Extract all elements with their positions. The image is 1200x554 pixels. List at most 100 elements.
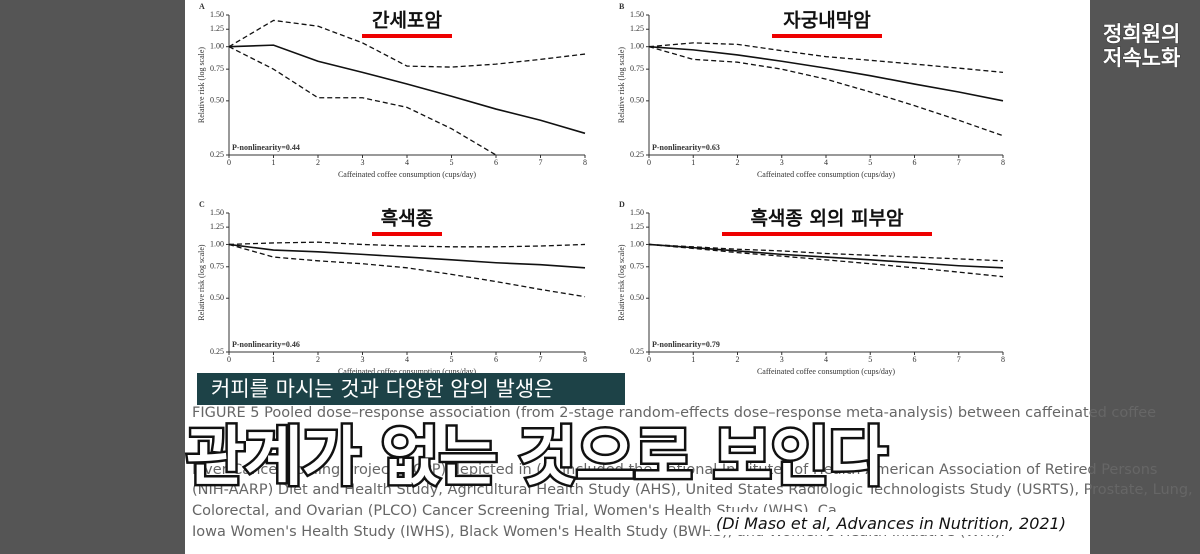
y-tick-label: 1.25 bbox=[210, 222, 224, 231]
y-tick-label: 0.75 bbox=[210, 262, 224, 271]
y-tick-label: 0.25 bbox=[630, 347, 644, 356]
logo-line: 저속노화 bbox=[1102, 46, 1181, 71]
x-axis-label: Caffeinated coffee consumption (cups/day… bbox=[338, 367, 476, 376]
x-axis-label: Caffeinated coffee consumption (cups/day… bbox=[757, 367, 895, 376]
series-line bbox=[648, 46, 1004, 137]
x-tick-label: 7 bbox=[539, 158, 543, 167]
panel-letter: B bbox=[619, 2, 625, 11]
series-line bbox=[228, 19, 586, 68]
series-line bbox=[648, 45, 1004, 102]
series-line bbox=[228, 241, 586, 248]
logo-line: 정희원의 bbox=[1102, 22, 1181, 47]
x-tick-label: 2 bbox=[316, 355, 320, 364]
series-line bbox=[228, 243, 586, 298]
y-tick-label: 0.25 bbox=[210, 347, 224, 356]
x-tick-label: 7 bbox=[539, 355, 543, 364]
paper bbox=[185, 0, 1090, 554]
x-tick-label: 3 bbox=[780, 158, 784, 167]
x-tick-label: 0 bbox=[227, 355, 231, 364]
y-tick-label: 0.75 bbox=[630, 262, 644, 271]
logo: 정희원의 저속노화 bbox=[1102, 22, 1181, 71]
x-tick-label: 1 bbox=[272, 355, 276, 364]
y-tick-label: 1.00 bbox=[210, 239, 224, 248]
x-tick-label: 2 bbox=[736, 355, 740, 364]
y-tick-label: 1.50 bbox=[210, 10, 224, 19]
series-line bbox=[648, 243, 1004, 278]
panel-title: 자궁내막암 bbox=[783, 10, 871, 32]
y-tick-label: 0.25 bbox=[630, 150, 644, 159]
x-tick-label: 0 bbox=[647, 158, 651, 167]
annotation: P-nonlinearity=0.44 bbox=[232, 143, 300, 152]
y-tick-label: 1.00 bbox=[210, 42, 224, 51]
title-underline bbox=[722, 232, 932, 236]
x-tick-label: 8 bbox=[1001, 158, 1005, 167]
series-line bbox=[228, 243, 586, 269]
x-tick-label: 7 bbox=[957, 158, 961, 167]
title-underline bbox=[372, 232, 442, 236]
x-axis-label: Caffeinated coffee consumption (cups/day… bbox=[338, 170, 476, 179]
panel-title: 간세포암 bbox=[372, 10, 442, 32]
title-underline bbox=[772, 34, 882, 38]
x-tick-label: 8 bbox=[583, 158, 587, 167]
x-tick-label: 2 bbox=[736, 158, 740, 167]
x-tick-label: 1 bbox=[691, 355, 695, 364]
x-tick-label: 0 bbox=[647, 355, 651, 364]
x-tick-label: 1 bbox=[691, 158, 695, 167]
x-tick-label: 6 bbox=[913, 355, 917, 364]
y-tick-label: 0.50 bbox=[210, 293, 224, 302]
headline: 관계가 없는 것으로 보인다 bbox=[184, 419, 891, 498]
panel-title: 흑색종 외의 피부암 bbox=[750, 207, 904, 230]
y-tick-label: 0.25 bbox=[210, 150, 224, 159]
title-underline bbox=[362, 34, 452, 38]
series-line bbox=[648, 243, 1004, 269]
x-tick-label: 4 bbox=[405, 158, 409, 167]
series-line bbox=[648, 243, 1004, 262]
panel-title: 흑색종 bbox=[381, 207, 433, 230]
y-axis-label: Relative risk (log scale) bbox=[617, 47, 626, 124]
citation: (Di Maso et al, Advances in Nutrition, 2… bbox=[710, 512, 1072, 535]
caption-line: FIGURE 5 Pooled dose–response associatio… bbox=[192, 405, 1157, 421]
x-tick-label: 3 bbox=[361, 158, 365, 167]
x-tick-label: 5 bbox=[868, 355, 872, 364]
panel-letter: A bbox=[199, 2, 205, 11]
y-tick-label: 1.50 bbox=[210, 208, 224, 217]
x-tick-label: 3 bbox=[780, 355, 784, 364]
subtitle: 커피를 마시는 것과 다양한 암의 발생은 bbox=[197, 373, 625, 405]
x-tick-label: 4 bbox=[405, 355, 409, 364]
caption-line: (NIH-AARP) Diet and Health Study, Agricu… bbox=[192, 482, 1193, 498]
annotation: P-nonlinearity=0.63 bbox=[652, 143, 720, 152]
series-line bbox=[648, 42, 1004, 73]
x-tick-label: 2 bbox=[316, 158, 320, 167]
x-tick-label: 3 bbox=[361, 355, 365, 364]
y-tick-label: 0.75 bbox=[630, 64, 644, 73]
annotation: P-nonlinearity=0.79 bbox=[652, 340, 720, 349]
x-tick-label: 5 bbox=[450, 355, 454, 364]
panel-letter: D bbox=[619, 200, 625, 209]
caption-line: Liver Cancer Pooling Project (LCPP) depi… bbox=[192, 462, 1158, 478]
y-tick-label: 1.25 bbox=[630, 222, 644, 231]
x-tick-label: 6 bbox=[494, 355, 498, 364]
y-tick-label: 1.25 bbox=[210, 24, 224, 33]
x-axis-label: Caffeinated coffee consumption (cups/day… bbox=[757, 170, 895, 179]
y-tick-label: 1.00 bbox=[630, 42, 644, 51]
x-tick-label: 8 bbox=[583, 355, 587, 364]
y-tick-label: 1.25 bbox=[630, 24, 644, 33]
y-tick-label: 0.50 bbox=[630, 293, 644, 302]
panel-letter: C bbox=[199, 200, 205, 209]
x-tick-label: 5 bbox=[450, 158, 454, 167]
y-tick-label: 1.00 bbox=[630, 239, 644, 248]
y-tick-label: 0.75 bbox=[210, 64, 224, 73]
y-tick-label: 0.50 bbox=[630, 96, 644, 105]
series-line bbox=[228, 46, 497, 156]
y-axis-label: Relative risk (log scale) bbox=[197, 244, 206, 321]
caption-line: Colorectal, and Ovarian (PLCO) Cancer Sc… bbox=[192, 503, 837, 519]
x-tick-label: 6 bbox=[494, 158, 498, 167]
y-tick-label: 1.50 bbox=[630, 10, 644, 19]
x-tick-label: 4 bbox=[824, 158, 828, 167]
y-axis-label: Relative risk (log scale) bbox=[197, 47, 206, 124]
x-tick-label: 6 bbox=[913, 158, 917, 167]
x-tick-label: 5 bbox=[868, 158, 872, 167]
x-tick-label: 4 bbox=[824, 355, 828, 364]
